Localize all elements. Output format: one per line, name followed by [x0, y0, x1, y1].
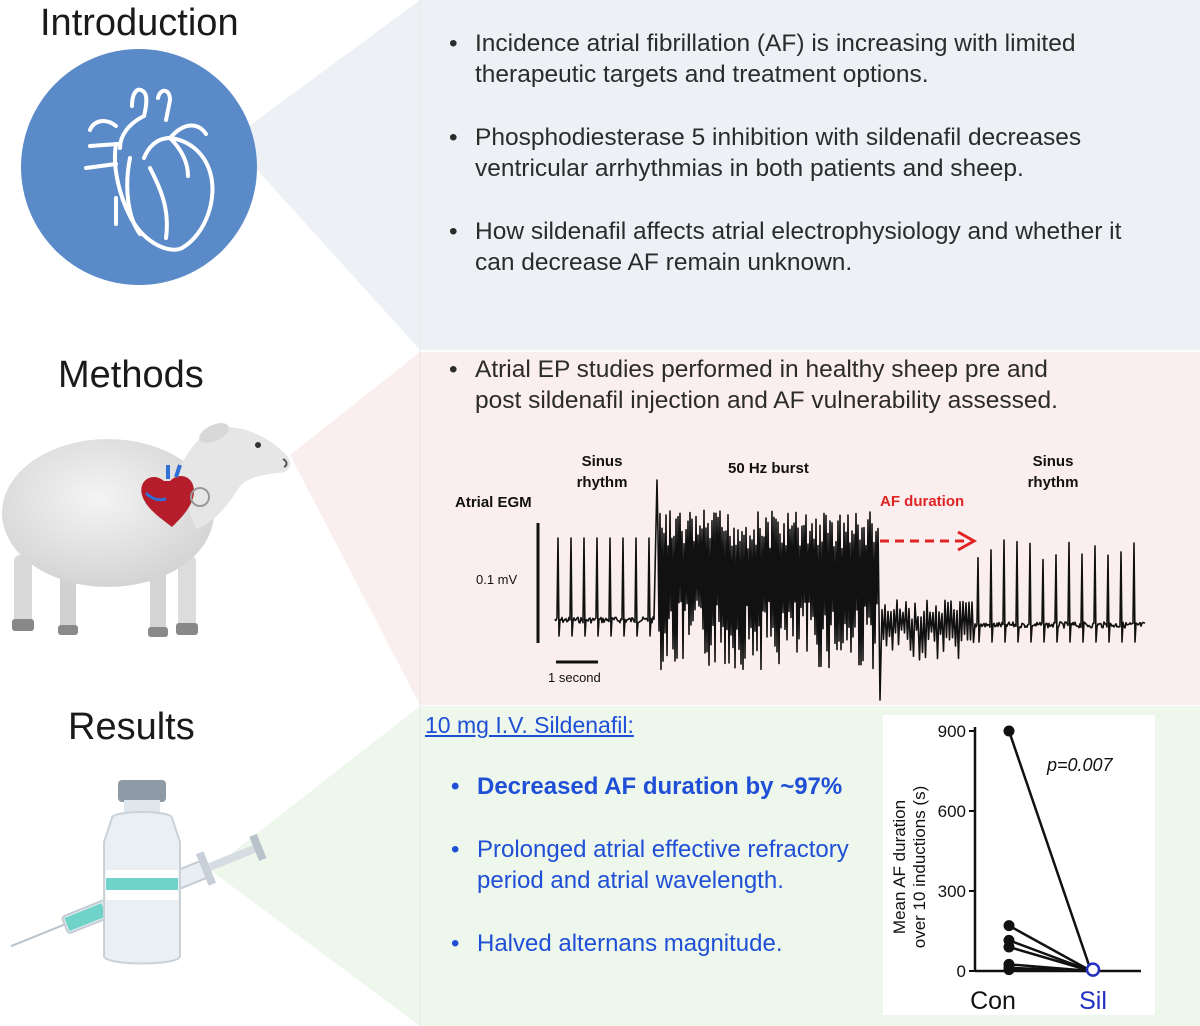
chart-con-point: [1003, 725, 1015, 737]
chart-annotation: p=0.007: [1046, 755, 1114, 775]
egm-sinus-label-right: Sinus rhythm: [1027, 453, 1079, 491]
sheep-icon: [2, 423, 291, 637]
results-heading: 10 mg I.V. Sildenafil:: [425, 712, 634, 738]
chart-pair-line: [1008, 924, 1092, 973]
chart-pair-line: [1008, 945, 1092, 973]
chart-y-tick-label: 600: [938, 802, 966, 821]
af-arrow-head: [957, 530, 978, 552]
chart-con-point: [1003, 964, 1015, 976]
methods-bullet-1: Atrial EP studies performed in healthy s…: [443, 354, 1063, 416]
chart-con-point: [1003, 920, 1015, 932]
egm-time-scale-label: 1 second: [548, 670, 601, 685]
chart-ylabel-line1: Mean AF duration: [890, 800, 909, 934]
chart-pair-line: [1008, 968, 1092, 973]
egm-waveform: [554, 479, 1146, 701]
results-title: Results: [68, 706, 195, 748]
chart-category-label: Sil: [1079, 987, 1107, 1015]
results-bullets: Decreased AF duration by ~97% Prolonged …: [445, 771, 885, 991]
methods-title: Methods: [58, 354, 204, 396]
chart-sil-point: [1085, 962, 1101, 977]
egm-burst-label: 50 Hz burst: [728, 460, 809, 477]
chart-y-tick-label: 900: [938, 722, 966, 741]
intro-bullet-1: Incidence atrial fibrillation (AF) is in…: [443, 28, 1143, 90]
chart-category-label: Con: [970, 987, 1016, 1015]
results-bullet-3: Halved alternans magnitude.: [445, 928, 885, 959]
intro-bullet-3: How sildenafil affects atrial electrophy…: [443, 216, 1143, 278]
chart-ylabel-line2: over 10 inductions (s): [910, 786, 929, 949]
methods-bullets: Atrial EP studies performed in healthy s…: [443, 354, 1063, 416]
vial-syringe-icon: [10, 780, 267, 965]
results-bullet-1: Decreased AF duration by ~97%: [445, 771, 885, 802]
egm-af-label: AF duration: [880, 493, 965, 510]
introduction-bullets: Incidence atrial fibrillation (AF) is in…: [443, 28, 1143, 310]
chart-pair-line: [1007, 730, 1093, 972]
chart-y-tick-label: 0: [957, 962, 966, 981]
intro-bullet-2: Phosphodiesterase 5 inhibition with sild…: [443, 122, 1143, 184]
introduction-title: Introduction: [40, 2, 239, 44]
egm-amplitude-label: 0.1 mV: [476, 572, 518, 587]
results-bullet-2: Prolonged atrial effective refractory pe…: [445, 834, 885, 896]
chart-y-tick-label: 300: [938, 882, 966, 901]
af-duration-chart-svg: Mean AF duration over 10 inductions (s) …: [890, 722, 1141, 1015]
egm-sinus-label-left: Sinus rhythm: [576, 453, 628, 491]
af-duration-chart: Mean AF duration over 10 inductions (s) …: [883, 715, 1155, 1015]
heart-icon: [21, 49, 257, 285]
egm-trace-label: Atrial EGM: [455, 494, 532, 511]
chart-con-point: [1003, 941, 1015, 953]
